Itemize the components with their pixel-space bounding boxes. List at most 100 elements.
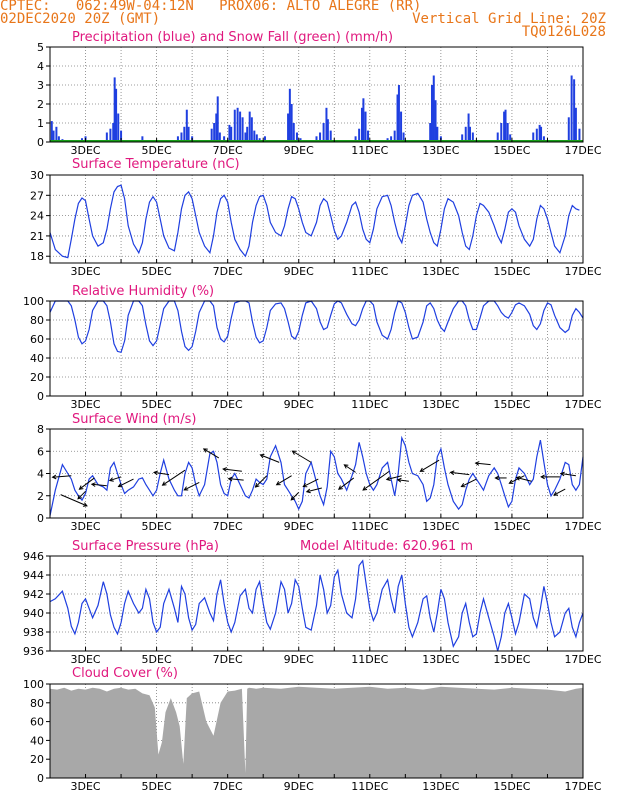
wind-arrow-shaft	[228, 478, 244, 481]
precip-bar	[540, 126, 543, 142]
precip-bar	[233, 109, 236, 142]
wind-arrow	[460, 478, 477, 488]
wind-arrow	[183, 481, 200, 491]
panel-title: Surface Wind (m/s)	[72, 412, 196, 427]
wind-arrow	[254, 475, 268, 488]
panel-2	[46, 174, 584, 264]
wind-arrow-head	[78, 485, 84, 490]
x-tick-label: 5DEC	[142, 653, 172, 666]
wind-arrow-head	[337, 485, 343, 490]
precip-bar	[253, 130, 256, 142]
precip-bar	[290, 104, 293, 142]
wind-arrow	[60, 494, 88, 507]
precip-bar	[120, 130, 123, 142]
precip-bar	[319, 132, 322, 142]
precip-bar	[471, 132, 474, 142]
wind-arrow	[227, 476, 244, 482]
wind-arrow-shaft	[52, 475, 72, 478]
wind-arrow-head	[419, 467, 425, 472]
wind-arrow	[259, 453, 280, 463]
y-tick-label: 8	[37, 423, 44, 436]
precip-bar	[532, 132, 535, 142]
precip-bar	[57, 136, 60, 142]
precip-bar	[390, 136, 393, 142]
panel-3	[46, 300, 584, 397]
precip-bar	[430, 85, 433, 142]
y-tick-label: 936	[23, 645, 44, 658]
wind-arrow	[161, 469, 186, 486]
wind-arrow-shaft	[516, 477, 532, 482]
wind-arrow	[396, 477, 409, 483]
wind-arrow	[90, 482, 107, 487]
wind-arrow	[343, 464, 356, 473]
y-tick-label: 0	[37, 512, 44, 525]
wind-arrow-shaft	[255, 475, 268, 488]
wind-arrow-shaft	[290, 492, 300, 501]
precip-bar	[239, 111, 242, 142]
precip-bar	[567, 117, 570, 142]
precip-bar	[109, 128, 112, 142]
precip-bar	[500, 123, 503, 142]
precip-bar	[400, 111, 403, 142]
wind-arrow-head	[474, 461, 480, 466]
precip-bar	[464, 126, 467, 142]
panel-frame	[49, 683, 584, 779]
precip-bar	[496, 132, 499, 142]
x-tick-label: 15DEC	[493, 780, 530, 793]
wind-arrow-head	[161, 481, 167, 486]
panel-frame	[49, 555, 584, 652]
wind-arrow-head	[494, 475, 500, 481]
y-tick-label: 0	[37, 772, 44, 785]
precip-bar	[112, 123, 115, 142]
panel-frame	[49, 46, 584, 143]
precip-bar	[506, 123, 509, 142]
x-tick-label: 9DEC	[284, 398, 314, 411]
y-tick-label: 24	[30, 210, 44, 223]
wind-arrow	[117, 478, 134, 488]
wind-arrow-shaft	[276, 475, 292, 486]
wind-arrow-shaft	[162, 469, 186, 486]
precip-bar	[461, 134, 464, 142]
x-tick-label: 3DEC	[70, 265, 100, 278]
panel-title: Precipitation (blue) and Snow Fall (gree…	[72, 30, 393, 45]
wind-arrow-head	[227, 476, 233, 482]
wind-arrow-head	[82, 502, 88, 507]
y-tick-label: 40	[30, 352, 44, 365]
wind-arrow-head	[540, 474, 545, 480]
x-tick-label: 5DEC	[142, 780, 172, 793]
precip-bar	[570, 75, 573, 142]
x-tick-label: 9DEC	[284, 144, 314, 157]
wind-arrow	[291, 450, 312, 463]
wind-arrow-head	[77, 494, 83, 500]
y-tick-label: 2	[37, 490, 44, 503]
x-tick-label: 15DEC	[493, 398, 530, 411]
precip-bar	[325, 107, 328, 142]
wind-arrow-head	[302, 482, 308, 488]
y-tick-label: 1	[37, 117, 44, 130]
x-tick-label: 13DEC	[422, 398, 459, 411]
precip-bar	[467, 113, 470, 142]
wind-arrow-head	[449, 470, 455, 476]
precip-bar	[504, 109, 507, 142]
precip-bar	[402, 132, 405, 142]
wind-arrow	[302, 478, 319, 488]
x-tick-label: 13DEC	[422, 653, 459, 666]
precip-bar	[187, 126, 190, 142]
x-tick-label: 7DEC	[213, 520, 243, 533]
precip-bar	[141, 136, 144, 142]
wind-arrow-head	[396, 477, 402, 483]
series-line	[49, 559, 584, 652]
wind-arrow	[515, 476, 532, 482]
wind-arrow-head	[553, 491, 558, 496]
wind-arrow	[362, 470, 390, 491]
y-tick-label: 60	[30, 716, 44, 729]
wind-arrow	[108, 476, 122, 482]
x-tick-label: 17DEC	[564, 520, 601, 533]
wind-arrow-head	[117, 482, 123, 488]
precip-bar	[364, 111, 367, 142]
wind-arrow	[474, 461, 491, 466]
wind-arrow-head	[290, 495, 296, 501]
precip-bar	[218, 132, 221, 142]
x-tick-label: 15DEC	[493, 265, 530, 278]
precip-bar	[236, 107, 239, 142]
